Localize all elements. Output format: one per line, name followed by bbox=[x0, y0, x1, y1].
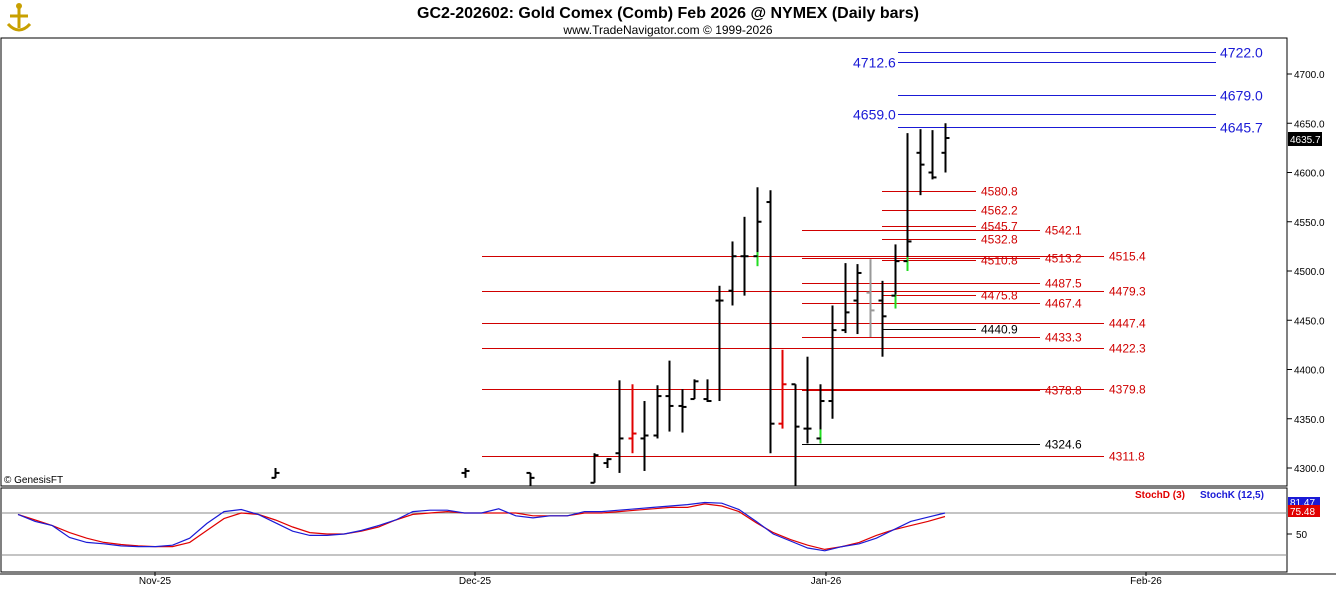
svg-text:81.47: 81.47 bbox=[1290, 498, 1315, 509]
stoch-k-line bbox=[17, 501, 946, 552]
level-label: 4679.0 bbox=[1220, 88, 1263, 104]
ohlc-bar bbox=[603, 458, 612, 468]
ohlc-bar bbox=[678, 389, 687, 433]
level-label: 4580.8 bbox=[981, 185, 1018, 199]
ohlc-bar bbox=[703, 379, 712, 403]
price-tick-label: 4300.0 bbox=[1294, 464, 1325, 475]
ohlc-bar bbox=[615, 380, 624, 473]
copyright-label: © GenesisFT bbox=[4, 475, 63, 486]
ohlc-bar bbox=[665, 360, 674, 432]
level-label: 4475.8 bbox=[981, 289, 1018, 303]
ohlc-bar bbox=[590, 453, 599, 484]
price-tick-label: 4600.0 bbox=[1294, 169, 1325, 180]
level-label: 4479.3 bbox=[1109, 285, 1146, 299]
chart-title: GC2-202602: Gold Comex (Comb) Feb 2026 @… bbox=[417, 5, 919, 22]
ohlc-bar bbox=[740, 216, 749, 296]
ohlc-bar bbox=[271, 468, 280, 479]
level-label: 4433.3 bbox=[1045, 331, 1082, 345]
ohlc-bar bbox=[526, 471, 535, 486]
price-tick-label: 4650.0 bbox=[1294, 119, 1325, 130]
ohlc-bar bbox=[715, 285, 724, 402]
price-bars bbox=[271, 123, 950, 486]
level-label: 4532.8 bbox=[981, 233, 1018, 247]
time-tick-label: Feb-26 bbox=[1130, 576, 1162, 587]
ohlc-bar bbox=[816, 384, 825, 444]
price-tick-label: 4700.0 bbox=[1294, 70, 1325, 81]
level-label: 4659.0 bbox=[853, 107, 896, 123]
ohlc-bar bbox=[866, 259, 875, 337]
ohlc-bar bbox=[853, 264, 862, 335]
level-label: 4515.4 bbox=[1109, 250, 1146, 264]
ohlc-bar bbox=[640, 401, 649, 471]
chart-subtitle: www.TradeNavigator.com © 1999-2026 bbox=[562, 23, 772, 37]
level-label: 4722.0 bbox=[1220, 45, 1263, 61]
level-label: 4513.2 bbox=[1045, 252, 1082, 266]
level-label: 4379.8 bbox=[1109, 383, 1146, 397]
level-label: 4510.8 bbox=[981, 254, 1018, 268]
price-tick-label: 4350.0 bbox=[1294, 415, 1325, 426]
ohlc-bar bbox=[828, 305, 837, 419]
time-axis: Nov-25 Dec-25 Jan-26 Feb-26 bbox=[139, 572, 1162, 587]
level-label: 4447.4 bbox=[1109, 317, 1146, 331]
current-price-flag: 4635.7 bbox=[1288, 132, 1322, 146]
ohlc-bar bbox=[690, 379, 699, 401]
ohlc-bar bbox=[878, 280, 887, 357]
level-label: 4422.3 bbox=[1109, 342, 1146, 356]
price-tick-label: 4550.0 bbox=[1294, 218, 1325, 229]
level-label: 4440.9 bbox=[981, 323, 1018, 337]
ohlc-bar bbox=[903, 133, 912, 271]
stochastic-oscillator: 50 bbox=[1, 501, 1308, 556]
ohlc-bar bbox=[841, 263, 850, 334]
ohlc-bar bbox=[928, 130, 937, 180]
stoch-d-flag: 75.48 bbox=[1288, 505, 1320, 518]
ohlc-bar bbox=[778, 349, 787, 429]
price-tick-label: 4450.0 bbox=[1294, 316, 1325, 327]
ohlc-bar bbox=[791, 383, 800, 486]
ohlc-bar bbox=[916, 129, 925, 196]
ohlc-bar bbox=[461, 468, 470, 478]
stoch-d-legend: StochD (3) bbox=[1135, 490, 1185, 501]
ohlc-bar bbox=[891, 244, 900, 309]
price-tick-label: 4400.0 bbox=[1294, 366, 1325, 377]
stoch-k-legend: StochK (12,5) bbox=[1200, 490, 1264, 501]
level-label: 4467.4 bbox=[1045, 297, 1082, 311]
stoch-tick-label: 50 bbox=[1296, 530, 1308, 541]
time-tick-label: Jan-26 bbox=[811, 576, 842, 587]
level-label: 4562.2 bbox=[981, 204, 1018, 218]
time-tick-label: Dec-25 bbox=[459, 576, 492, 587]
ohlc-bar bbox=[753, 187, 762, 267]
ohlc-bar bbox=[803, 356, 812, 444]
svg-text:4635.7: 4635.7 bbox=[1290, 135, 1321, 146]
time-tick-label: Nov-25 bbox=[139, 576, 172, 587]
logo-icon bbox=[2, 2, 36, 36]
stoch-panel bbox=[0, 487, 1288, 573]
ohlc-bar bbox=[941, 123, 950, 173]
level-label: 4645.7 bbox=[1220, 120, 1263, 136]
support-resistance-levels: 4722.0 4712.6 4679.0 4659.0 4645.7 4580.8 4562… bbox=[482, 45, 1263, 464]
level-label: 4712.6 bbox=[853, 55, 896, 71]
svg-text:75.48: 75.48 bbox=[1290, 507, 1315, 518]
level-label: 4545.7 bbox=[981, 220, 1018, 234]
price-tick-label: 4500.0 bbox=[1294, 267, 1325, 278]
stoch-k-flag: 81.47 bbox=[1288, 497, 1320, 509]
price-axis: 4700.0 4650.0 4600.0 4550.0 4500.0 4450.0 4400… bbox=[1287, 70, 1325, 475]
level-label: 4487.5 bbox=[1045, 277, 1082, 291]
ohlc-bar bbox=[628, 384, 637, 454]
level-label: 4324.6 bbox=[1045, 438, 1082, 452]
ohlc-bar bbox=[766, 190, 775, 454]
ohlc-bar bbox=[728, 241, 737, 306]
ohlc-bar bbox=[653, 385, 662, 439]
level-label: 4378.8 bbox=[1045, 384, 1082, 398]
level-label: 4311.8 bbox=[1109, 450, 1145, 464]
level-label: 4542.1 bbox=[1045, 224, 1082, 238]
